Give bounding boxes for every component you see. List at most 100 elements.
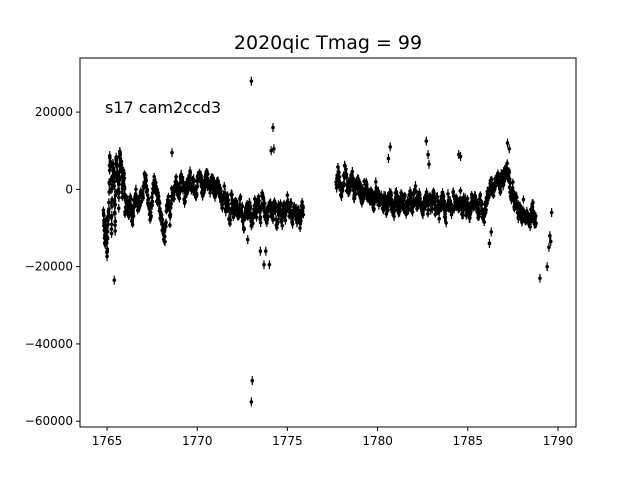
data-point xyxy=(146,194,151,203)
data-point xyxy=(548,237,553,247)
data-point xyxy=(110,203,114,210)
data-point xyxy=(285,191,290,200)
data-point xyxy=(478,191,483,198)
data-point xyxy=(113,200,118,209)
data-point xyxy=(109,220,114,229)
data-point xyxy=(548,231,552,241)
data-point xyxy=(199,170,203,181)
data-point xyxy=(406,205,411,213)
data-point xyxy=(489,175,494,184)
data-point xyxy=(271,123,275,133)
data-point xyxy=(164,218,168,227)
data-point xyxy=(110,210,114,221)
data-point xyxy=(123,211,127,218)
data-point xyxy=(267,260,272,270)
data-point xyxy=(115,162,120,170)
data-point xyxy=(262,199,267,208)
data-point xyxy=(532,219,537,229)
chart-title: 2020qic Tmag = 99 xyxy=(234,32,422,54)
data-point xyxy=(130,221,135,228)
data-point xyxy=(172,195,176,203)
data-point xyxy=(344,169,349,180)
data-point xyxy=(220,203,225,213)
data-point xyxy=(505,159,510,168)
data-point xyxy=(461,210,465,220)
data-point xyxy=(249,397,254,407)
data-point xyxy=(150,196,155,207)
y-tick-label: −20000 xyxy=(25,260,73,274)
data-point xyxy=(258,218,263,228)
data-point xyxy=(105,245,110,253)
data-point xyxy=(113,208,117,219)
data-point xyxy=(242,225,246,233)
data-point xyxy=(192,177,196,186)
data-point xyxy=(482,217,487,227)
y-tick-label: 0 xyxy=(65,182,73,196)
x-tick-label: 1780 xyxy=(362,434,393,448)
data-point xyxy=(337,173,342,180)
data-point xyxy=(531,199,535,207)
data-point xyxy=(507,168,512,176)
data-point xyxy=(350,166,355,177)
data-point xyxy=(120,193,125,201)
data-point xyxy=(271,210,276,218)
data-point xyxy=(276,218,280,225)
data-point xyxy=(118,151,122,159)
y-tick-label: −40000 xyxy=(25,337,73,351)
data-point xyxy=(180,174,185,181)
data-point xyxy=(414,187,418,195)
data-point xyxy=(131,212,136,220)
data-point xyxy=(129,194,133,204)
data-point xyxy=(511,178,515,186)
data-point xyxy=(272,144,276,154)
data-point xyxy=(144,172,148,179)
data-point xyxy=(364,179,369,190)
data-point xyxy=(222,181,227,191)
data-point xyxy=(443,212,448,222)
y-axis: 20000 0 −20000 −40000 −60000 xyxy=(25,105,80,428)
data-point xyxy=(487,238,492,248)
data-point xyxy=(149,211,153,221)
data-point xyxy=(139,197,144,206)
data-point xyxy=(301,204,305,211)
data-point xyxy=(141,194,145,202)
data-point xyxy=(545,262,549,272)
data-point xyxy=(505,138,510,148)
data-point xyxy=(170,148,174,158)
data-point xyxy=(280,221,285,231)
data-point xyxy=(370,188,375,196)
data-point xyxy=(240,201,245,211)
data-point xyxy=(225,191,230,199)
data-point xyxy=(403,191,407,199)
data-point xyxy=(109,229,114,238)
data-point xyxy=(514,192,519,202)
data-point xyxy=(112,178,117,186)
data-point xyxy=(104,239,109,247)
x-tick-label: 1790 xyxy=(543,434,574,448)
y-tick-label: 20000 xyxy=(35,105,73,119)
data-point xyxy=(116,203,121,213)
data-point xyxy=(258,246,263,256)
data-point xyxy=(177,194,182,203)
data-point xyxy=(105,228,110,235)
data-point xyxy=(122,173,127,183)
data-point xyxy=(134,184,138,195)
data-point xyxy=(388,142,393,152)
data-points xyxy=(101,76,554,407)
sector-annotation: s17 cam2ccd3 xyxy=(105,98,221,117)
data-point xyxy=(206,169,210,179)
data-point xyxy=(168,222,172,229)
data-point xyxy=(125,194,129,201)
data-point xyxy=(194,192,199,199)
data-point xyxy=(249,76,254,86)
data-point xyxy=(458,186,463,195)
data-point xyxy=(426,150,430,160)
data-point xyxy=(269,146,273,156)
data-point xyxy=(427,159,431,169)
data-point xyxy=(223,188,227,198)
x-tick-label: 1775 xyxy=(272,434,303,448)
data-point xyxy=(112,275,117,285)
data-point xyxy=(289,198,294,209)
data-point xyxy=(262,260,266,270)
